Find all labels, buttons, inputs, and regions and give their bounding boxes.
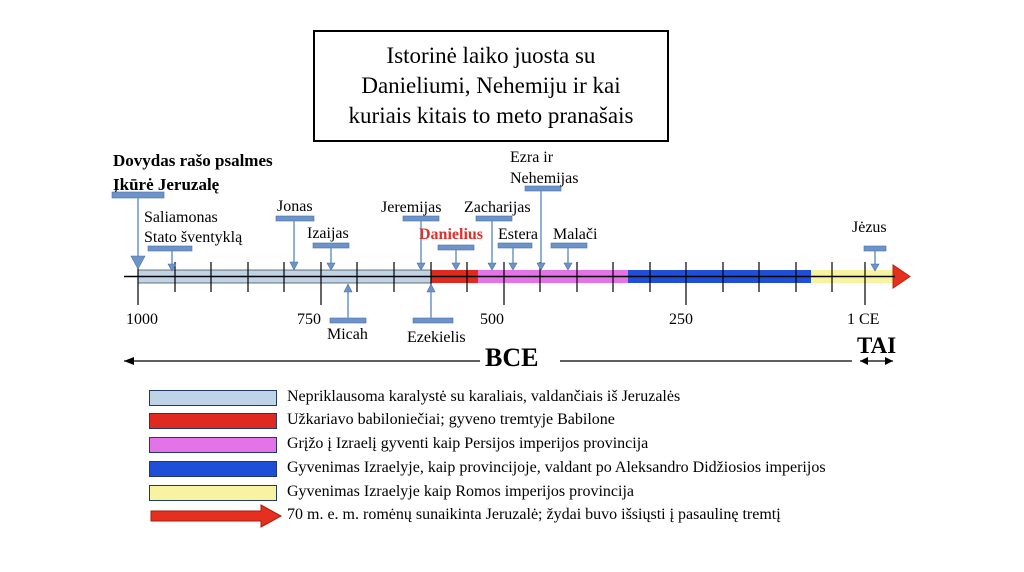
tick-label-750: 750 — [297, 311, 321, 328]
legend-text: Grįžo į Izraelį gyventi kaip Persijos im… — [287, 435, 649, 452]
label-zacharijas: Zacharijas — [464, 199, 531, 216]
marker-estera — [497, 242, 533, 249]
legend-text: Gyvenimas Izraelyje, kaip provincijoje, … — [287, 459, 826, 476]
legend-swatch — [149, 413, 277, 429]
marker-malaci — [550, 242, 588, 249]
legend-swatch — [149, 390, 277, 406]
label-ezekielis: Ezekielis — [407, 329, 466, 346]
arrow-head — [892, 264, 911, 289]
tick-label-250: 250 — [669, 311, 693, 328]
marker-jonas — [275, 215, 315, 222]
title-box: Istorinė laiko juosta su Danieliumi, Neh… — [313, 30, 669, 142]
tick-label-1000: 1000 — [126, 311, 158, 328]
label-saliamonas: Saliamonas Stato šventyklą — [144, 209, 243, 246]
tick-label-500: 500 — [480, 311, 504, 328]
marker-ezra — [524, 185, 562, 192]
tick-label-1ce: 1 CE — [847, 311, 880, 328]
legend-text: Nepriklausoma karalystė su karaliais, va… — [287, 388, 681, 405]
note-psalms: Dovydas rašo psalmes — [113, 151, 273, 170]
marker-izaijas — [312, 242, 350, 249]
marker-solomon — [147, 245, 193, 252]
label-jeremijas: Jeremijas — [381, 199, 442, 216]
legend-arrow-icon — [150, 504, 283, 528]
legend-swatch — [149, 485, 277, 501]
legend-text: Užkariavo babiloniečiai; gyveno tremtyje… — [287, 411, 615, 428]
marker-micah — [329, 317, 367, 324]
legend-swatch — [149, 461, 277, 477]
axis-ticks — [137, 262, 866, 305]
legend-text: Gyvenimas Izraelyje kaip Romos imperijos… — [287, 483, 635, 500]
marker-zacharijas — [475, 215, 513, 222]
label-izaijas: Izaijas — [307, 225, 349, 242]
legend-swatch — [149, 437, 277, 453]
legend-text: 70 m. e. m. romėnų sunaikinta Jeruzalė; … — [287, 506, 781, 523]
label-ezra: Ezra ir Nehemijas — [510, 149, 579, 187]
label-jonas: Jonas — [277, 198, 313, 215]
marker-david — [111, 191, 165, 199]
marker-ezekielis — [412, 317, 454, 324]
label-jezus: Jėzus — [852, 219, 887, 236]
note-jerusalem: Įkūrė Jeruzalę — [113, 175, 220, 194]
label-micah: Micah — [327, 326, 368, 343]
label-estera: Estera — [498, 226, 538, 243]
label-malaci: Malači — [553, 226, 598, 243]
marker-david-arrow — [130, 255, 146, 270]
era-label-bce: BCE — [485, 343, 539, 372]
diagram-title: Istorinė laiko juosta su Danieliumi, Neh… — [348, 43, 634, 128]
label-danielius: Danielius — [419, 226, 484, 243]
era-label-tai: TAI — [857, 333, 897, 358]
marker-jezus — [863, 245, 887, 252]
marker-danielius — [437, 244, 475, 251]
